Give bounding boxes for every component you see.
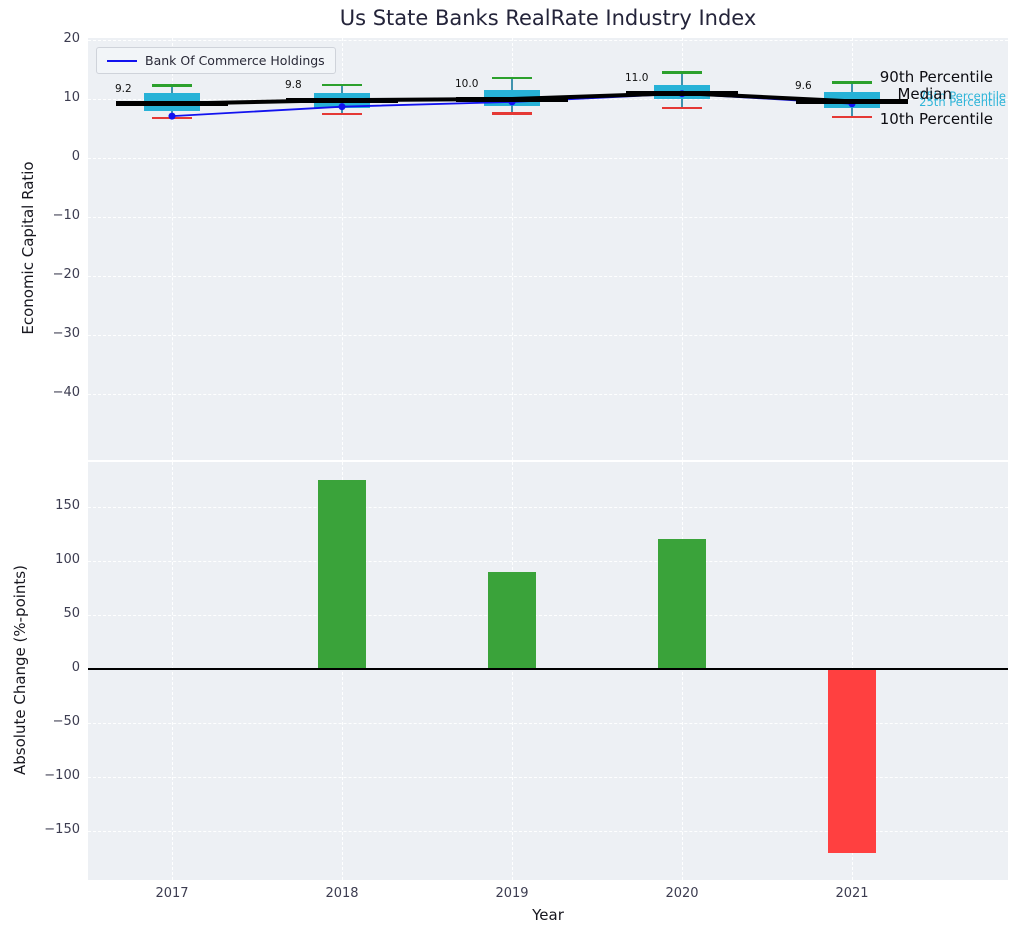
y-tick-label: 50 [63,606,80,621]
y-tick-label: 0 [71,660,80,675]
zero-line [88,668,1008,670]
chart-title: Us State Banks RealRate Industry Index [339,6,757,30]
y-tick-label: −30 [52,326,80,341]
whisker-cap-90th [662,71,702,74]
y-tick-label: 0 [71,149,80,164]
gridline-horizontal [88,506,1008,508]
median-value-label: 9.6 [795,80,812,93]
whisker-cap-10th [832,115,872,119]
bottom-y-axis-label: Absolute Change (%-points) [11,565,29,775]
y-tick-label: −100 [44,768,80,783]
y-tick-label: 20 [63,31,80,46]
legend: Bank Of Commerce Holdings [96,47,336,74]
median-value-label: 10.0 [455,78,479,90]
gridline-vertical [171,38,173,460]
median-segment [116,101,228,107]
median-value-label: 9.2 [115,82,132,95]
gridline-horizontal [88,560,1008,562]
gridline-horizontal [88,830,1008,832]
gridline-vertical [341,38,343,460]
gridline-vertical [681,38,683,460]
x-axis-label: Year [532,906,564,924]
y-tick-label: 150 [55,498,80,513]
y-tick-label: 100 [55,552,80,567]
median-segment [796,98,908,104]
bar-negative [828,669,876,853]
bar-positive [488,571,536,669]
gridline-vertical [511,38,513,460]
gridline-vertical [171,462,173,880]
gridline-horizontal [88,157,1008,159]
annotation-median: Median [897,85,952,103]
gridline-horizontal [88,216,1008,218]
annotation-25th-percentile: 25th Percentile [919,95,1006,109]
whisker-cap-90th [152,84,192,87]
median-value-label: 9.8 [285,79,302,92]
y-tick-label: −50 [52,714,80,729]
median-value-label: 11.0 [625,72,649,85]
whisker-cap-90th [832,81,872,84]
whisker-cap-10th [662,106,702,110]
legend-label: Bank Of Commerce Holdings [145,53,325,68]
whisker-cap-10th [492,112,532,115]
y-tick-label: −10 [52,208,80,223]
whisker-cap-90th [322,83,362,87]
top-y-axis-label: Economic Capital Ratio [19,161,37,335]
gridline-vertical [681,462,683,880]
x-tick-label: 2018 [325,886,359,901]
annotation-90th-percentile: 90th Percentile [879,68,993,86]
gridline-vertical [851,38,853,460]
x-tick-label: 2019 [495,886,529,901]
median-segment [286,97,398,103]
y-tick-label: −40 [52,385,80,400]
whisker-cap-90th [492,76,532,80]
gridline-vertical [511,462,513,880]
bar-positive [658,539,706,669]
gridline-horizontal [88,614,1008,616]
median-segment [456,96,568,102]
gridline-horizontal [88,275,1008,277]
y-tick-label: −20 [52,267,80,282]
whisker-cap-10th [152,116,192,120]
gridline-horizontal [88,393,1008,395]
median-segment [626,90,738,96]
annotation-75th-percentile: 75th Percentile [919,89,1006,103]
gridline-horizontal [88,722,1008,724]
gridline-horizontal [88,39,1008,41]
gridline-horizontal [88,776,1008,778]
annotation-10th-percentile: 10th Percentile [879,110,993,128]
y-tick-label: −150 [44,822,80,837]
x-tick-label: 2017 [155,886,189,901]
y-tick-label: 10 [63,90,80,105]
bar-positive [318,480,366,669]
top-panel: Bank Of Commerce Holdings 90th Percentil… [88,38,1008,460]
x-tick-label: 2020 [665,886,699,901]
legend-line-sample [107,59,137,62]
gridline-vertical [341,462,343,880]
x-tick-label: 2021 [835,886,869,901]
gridline-horizontal [88,334,1008,336]
whisker-cap-10th [322,112,362,116]
bottom-panel [88,462,1008,880]
